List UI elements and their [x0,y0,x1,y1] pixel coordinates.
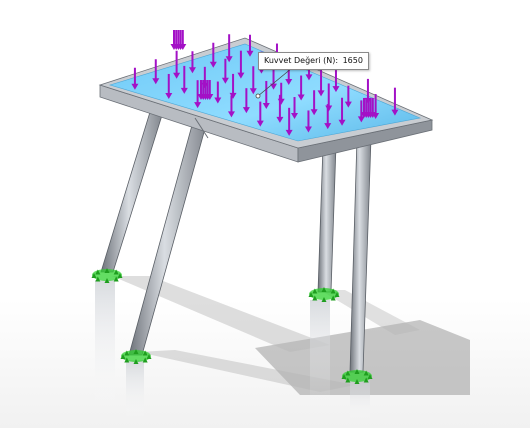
force-arrow-icon [246,34,254,57]
force-arrow-icon [317,68,325,97]
force-arrow-icon [188,51,196,74]
force-arrow-icon [225,34,233,63]
force-arrow-icon [310,90,318,116]
force-arrow-icon [242,88,250,114]
force-arrow-icon [179,30,187,50]
force-value-callout[interactable]: Kuvvet Değeri (N): 1650 [258,52,369,70]
force-arrow-icon [173,50,181,79]
force-arrow-icon [276,94,284,123]
force-arrow-icon [338,97,346,126]
force-arrow-icon [285,107,293,136]
force-arrow-icon [180,65,188,94]
callout-leader [255,67,293,99]
force-arrow-icon [332,70,340,93]
force-arrows-layer [131,30,399,136]
force-arrow-icon [391,87,399,116]
force-arrow-icon [304,110,312,133]
fixed-geometry-icon [120,349,152,364]
force-arrow-icon [131,67,139,90]
force-arrow-icon [249,66,257,95]
force-value-number: 1650 [342,56,363,65]
force-arrow-icon [357,100,365,123]
fixed-geometry-icon [308,287,340,302]
force-arrow-icon [262,80,270,109]
force-arrow-icon [221,58,229,84]
force-arrow-icon [344,85,352,108]
force-arrow-icon [229,73,237,99]
force-arrow-icon [194,80,202,109]
force-arrow-icon [165,73,173,99]
force-arrow-icon [237,50,245,79]
force-arrow-icon [297,75,305,101]
force-arrow-icon [325,83,333,112]
force-arrow-icon [209,42,217,68]
fixtures-layer [91,268,373,384]
force-arrow-icon [152,59,160,85]
force-arrow-icon [369,98,377,118]
force-value-label: Kuvvet Değeri (N): [264,56,339,65]
force-arrow-icon [214,81,222,104]
force-arrow-icon [206,80,214,100]
force-arrow-icon [291,97,299,120]
force-arrow-icon [227,95,235,118]
table-legs [100,111,372,373]
force-arrow-icon [256,101,264,127]
fixed-geometry-icon [91,268,123,283]
leg-reflections [95,280,370,420]
fixed-geometry-icon [341,369,373,384]
force-arrow-icon [277,82,285,105]
